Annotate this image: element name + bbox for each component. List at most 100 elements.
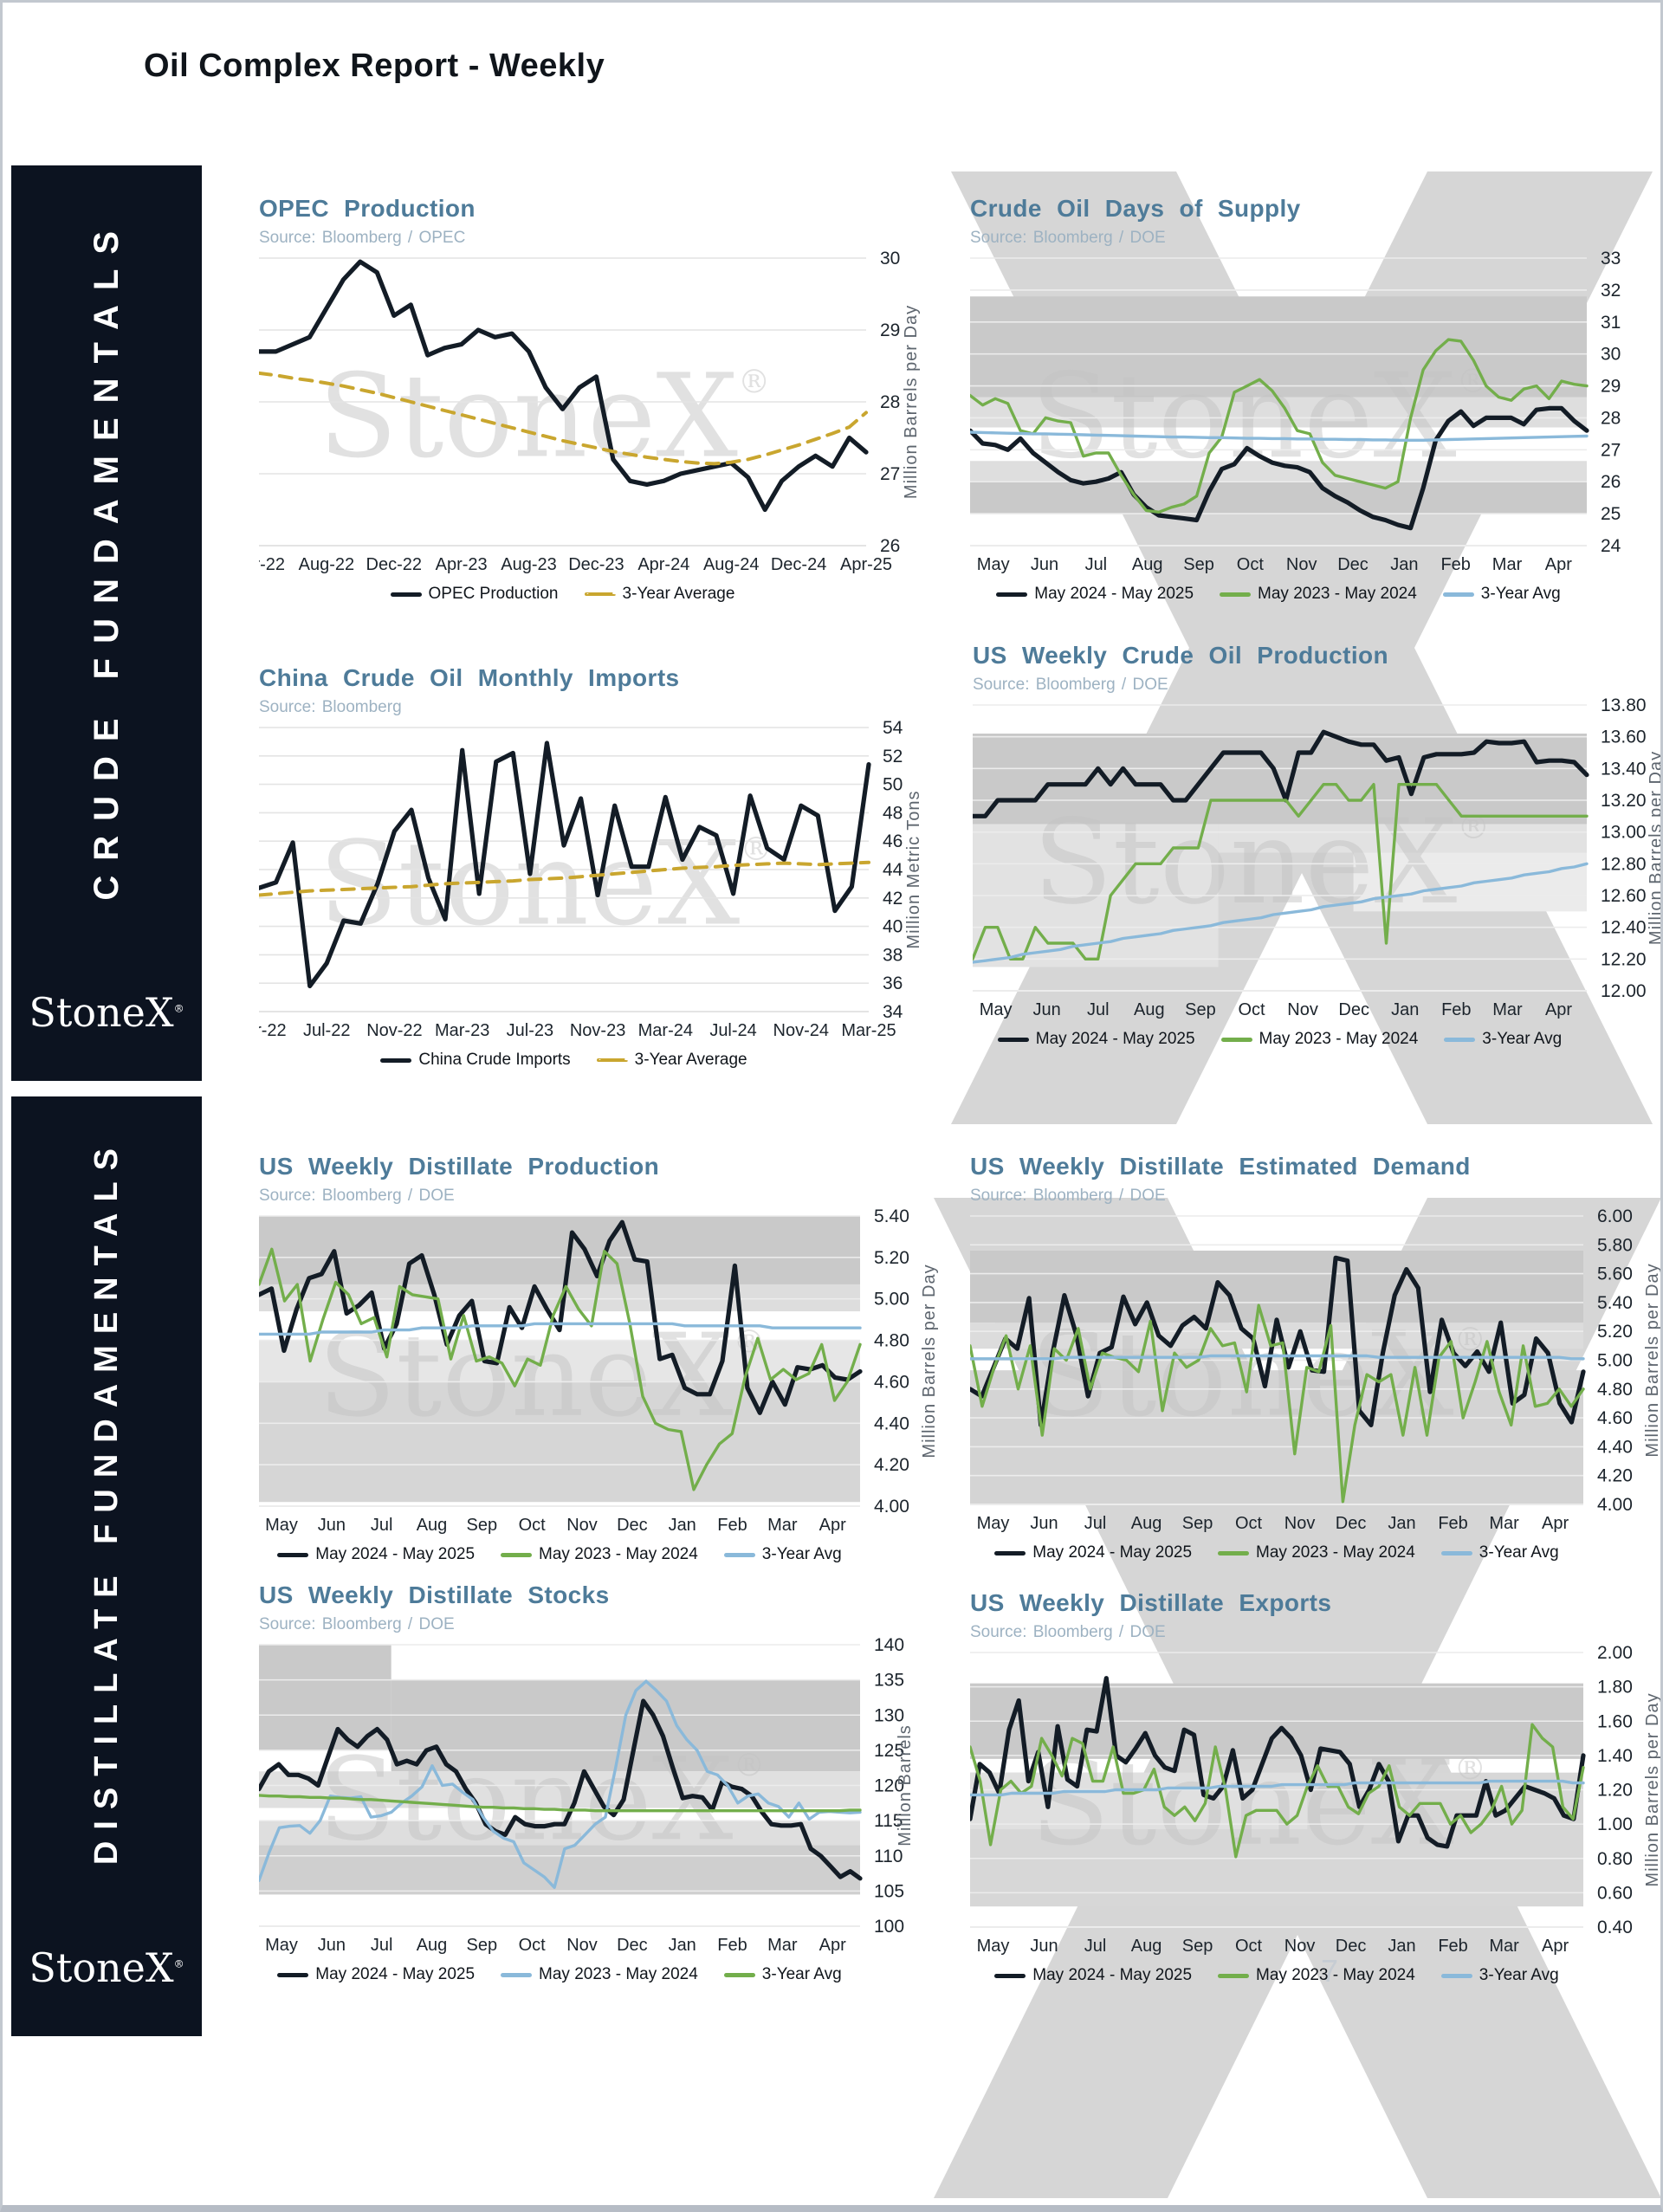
svg-text:Apr: Apr	[819, 1936, 846, 1955]
svg-text:Dec: Dec	[1338, 1000, 1369, 1019]
page-number: 7	[1321, 1953, 1339, 1989]
svg-text:105: 105	[874, 1881, 904, 1901]
series-green	[257, 1794, 862, 1813]
series-green	[968, 338, 1589, 514]
legend-item: 3-Year Avg	[1444, 1030, 1562, 1049]
gridlines	[973, 704, 1587, 992]
svg-text:Feb: Feb	[1438, 1937, 1467, 1956]
series-green	[968, 1723, 1585, 1859]
legend-item: 3-Year Avg	[723, 1545, 842, 1564]
svg-text:Million Barrels per Day: Million Barrels per Day	[1647, 751, 1663, 945]
legend-label: May 2023 - May 2024	[1256, 1966, 1415, 1984]
svg-text:13.20: 13.20	[1601, 791, 1647, 811]
svg-text:4.00: 4.00	[874, 1497, 909, 1517]
svg-text:29: 29	[880, 320, 900, 340]
sidebar-crude-fundamentals: CRUDE FUNDAMENTALS StoneX®	[11, 165, 202, 1081]
legend-line-swatch	[277, 1972, 309, 1977]
svg-text:Apr: Apr	[819, 1516, 846, 1535]
svg-text:Sep: Sep	[1185, 1000, 1216, 1019]
series-lines	[970, 729, 1589, 964]
chart-canvas: StoneX® 24 25 26 27 28 29 30 31 32 33 May Jun Jul Aug S…	[967, 249, 1649, 604]
svg-text:50: 50	[883, 775, 903, 795]
svg-text:115: 115	[874, 1811, 903, 1831]
svg-text:Jul-23: Jul-23	[507, 1021, 553, 1040]
chart-source: Source: Bloomberg	[259, 698, 402, 716]
legend-label: May 2024 - May 2025	[1032, 1966, 1193, 1984]
svg-text:Aug: Aug	[417, 1516, 448, 1535]
svg-text:Aug: Aug	[1132, 555, 1163, 574]
svg-text:Sep: Sep	[467, 1516, 498, 1535]
svg-text:30: 30	[1601, 345, 1621, 365]
chart-title: China Crude Oil Monthly Imports	[259, 664, 680, 691]
series-green	[257, 1247, 862, 1491]
chart-legend: May 2024 - May 2025 May 2023 - May 2024 3-…	[970, 1966, 1583, 1985]
chart-source: Source: Bloomberg / OPEC	[259, 229, 466, 247]
svg-text:May: May	[265, 1516, 298, 1535]
series-gold	[257, 371, 868, 466]
svg-text:Jun: Jun	[1030, 1514, 1058, 1533]
svg-text:Jan: Jan	[1388, 1514, 1415, 1533]
svg-text:Nov: Nov	[1287, 1000, 1318, 1019]
series-lines	[256, 259, 869, 513]
svg-text:13.00: 13.00	[1601, 823, 1647, 843]
legend-line-swatch	[994, 1550, 1026, 1556]
svg-text:27: 27	[880, 464, 900, 484]
svg-text:Jun: Jun	[318, 1936, 346, 1955]
svg-text:Jan: Jan	[1390, 555, 1418, 574]
chart-legend: May 2024 - May 2025 May 2023 - May 2024 3-…	[259, 1965, 860, 1984]
legend-label: 3-Year Avg	[1480, 585, 1561, 603]
svg-text:1.20: 1.20	[1597, 1781, 1633, 1801]
chart-title: US Weekly Distillate Exports	[970, 1589, 1332, 1616]
sidebar-section-label: DISTILLATE FUNDAMENTALS	[87, 1137, 125, 1866]
svg-text:Sep: Sep	[1183, 555, 1214, 574]
chart-crude-days-of-supply: Crude Oil Days of Supply Source: Bloombe…	[967, 195, 1649, 604]
legend-item: 3-Year Avg	[723, 1965, 842, 1984]
chart-plot: StoneX® 26 27 28 29 30 Million Barrels per Day…	[233, 249, 921, 574]
svg-text:12.00: 12.00	[1601, 981, 1647, 1001]
stonex-watermark: StoneX®	[319, 816, 773, 951]
svg-text:Aug-24: Aug-24	[703, 555, 760, 574]
chart-source: Source: Bloomberg / DOE	[970, 1187, 1166, 1205]
svg-text:Aug-23: Aug-23	[501, 555, 557, 574]
svg-text:Nov: Nov	[1284, 1937, 1316, 1956]
chart-distillate-demand: US Weekly Distillate Estimated Demand So…	[967, 1153, 1662, 1562]
svg-text:Mar: Mar	[1492, 1000, 1523, 1019]
svg-text:Jun: Jun	[1030, 1937, 1058, 1956]
svg-text:140: 140	[874, 1638, 904, 1655]
chart-canvas: StoneX® 4.00 4.20 4.40 4.60 4.80 5.00 5.20 5.40 M…	[256, 1206, 947, 1564]
legend-label: 3-Year Avg	[1482, 1030, 1563, 1048]
svg-text:31: 31	[1601, 313, 1621, 333]
stonex-watermark: StoneX®	[1030, 1307, 1486, 1443]
series-blue	[971, 862, 1589, 964]
legend-label: 3-Year Average	[634, 1051, 747, 1069]
svg-text:46: 46	[883, 831, 903, 851]
svg-text:12.20: 12.20	[1601, 949, 1647, 969]
series-black	[256, 1698, 863, 1881]
svg-text:Apr: Apr	[1542, 1514, 1569, 1533]
legend-line-swatch	[1220, 592, 1252, 597]
chart-legend: OPEC Production 3-Year Average	[259, 585, 866, 604]
stonex-watermark: StoneX®	[319, 350, 771, 484]
legend-label: May 2023 - May 2024	[539, 1965, 698, 1983]
chart-source: Source: Bloomberg / DOE	[970, 1623, 1166, 1641]
svg-text:6.00: 6.00	[1597, 1209, 1633, 1226]
chart-canvas: StoneX® 100 105 110 115 120 125 130 135 140 Millio…	[256, 1635, 922, 1984]
svg-text:Million Barrels per Day: Million Barrels per Day	[1643, 1263, 1662, 1457]
svg-text:120: 120	[874, 1776, 904, 1796]
svg-text:Oct: Oct	[1235, 1937, 1263, 1956]
legend-item: 3-Year Average	[584, 585, 734, 604]
svg-text:Jul: Jul	[1087, 1000, 1110, 1019]
svg-text:4.20: 4.20	[874, 1455, 909, 1475]
legend-line-swatch	[1218, 1973, 1250, 1978]
legend-item: May 2024 - May 2025	[996, 585, 1194, 604]
svg-text:Mar-25: Mar-25	[841, 1021, 896, 1040]
axis-labels: 24 25 26 27 28 29 30 31 32 33 May Jun Jul Aug Sep Oct No…	[977, 249, 1621, 574]
legend-item: China Crude Imports	[380, 1051, 571, 1070]
svg-text:36: 36	[883, 973, 903, 993]
svg-text:Apr-22: Apr-22	[259, 555, 285, 574]
series-black	[256, 1219, 863, 1415]
legend-label: OPEC Production	[428, 585, 559, 603]
chart-plot: StoneX® 12.00 12.20 12.40 12.60 12.80 13.00 13.…	[970, 695, 1663, 1019]
series-black	[967, 405, 1589, 531]
svg-text:Nov: Nov	[566, 1516, 598, 1535]
